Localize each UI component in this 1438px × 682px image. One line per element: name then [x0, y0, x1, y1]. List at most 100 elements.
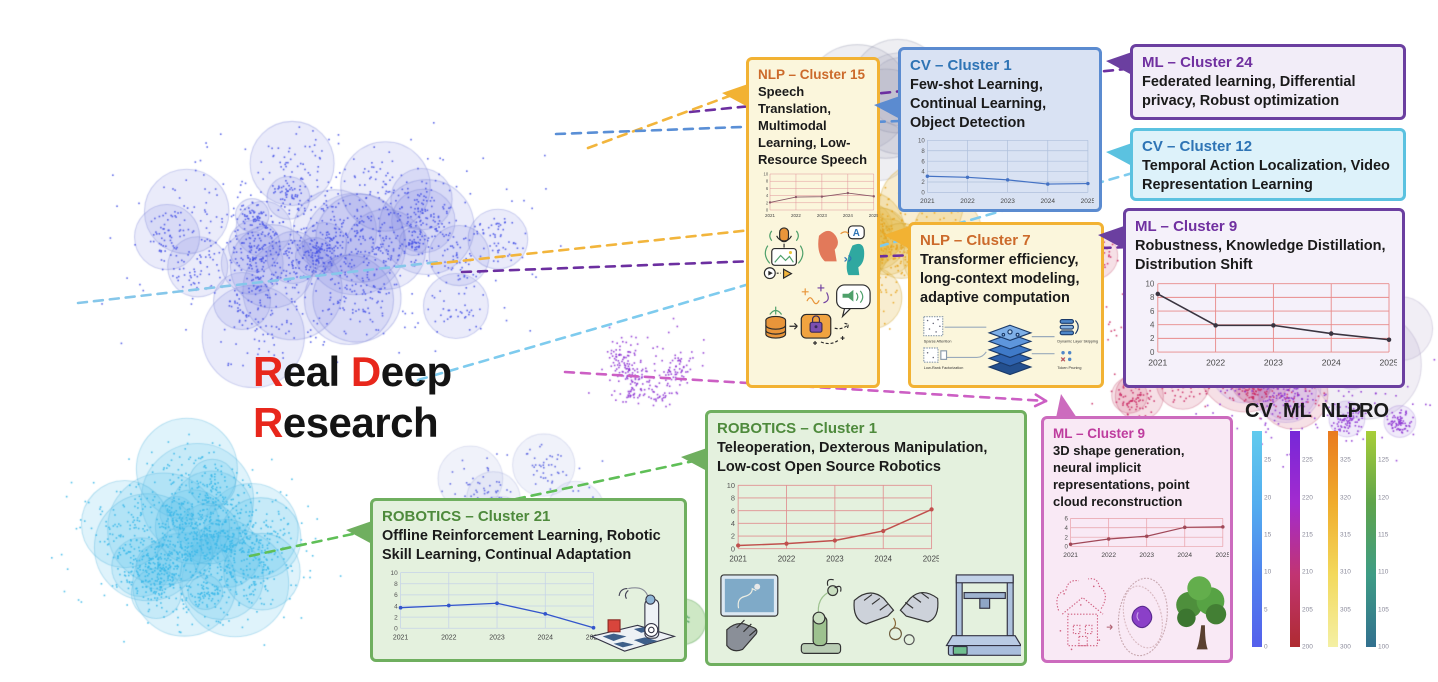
svg-text:8: 8	[766, 179, 769, 184]
legend-tick: 210	[1302, 568, 1313, 576]
callout-tail	[722, 84, 748, 107]
legend: CV 25 20 15 10 5 0 ML 225 220 215 210 205 200 NLP 325 32…	[1245, 400, 1397, 651]
svg-text:2023: 2023	[1000, 198, 1015, 205]
callout-title: NLP – Cluster 7	[920, 232, 1031, 249]
robot-hands-icon	[853, 592, 939, 646]
green-robot-arm-icon	[800, 578, 842, 655]
legend-label: RO	[1359, 400, 1389, 422]
svg-text:2023: 2023	[826, 555, 844, 564]
callout-title: ML – Cluster 9	[1053, 426, 1146, 441]
image-icon	[764, 245, 804, 266]
svg-text:2021: 2021	[393, 635, 409, 642]
callout-tail	[346, 521, 372, 544]
svg-text:2022: 2022	[778, 555, 796, 564]
svg-text:2024: 2024	[1177, 552, 1192, 559]
svg-text:2025: 2025	[1215, 552, 1229, 559]
callout-tail	[884, 226, 910, 249]
svg-text:0: 0	[731, 545, 735, 554]
legend-colorbar	[1252, 431, 1262, 647]
legend-tick: 100	[1378, 643, 1389, 651]
diagram-label: Sparse Attention	[924, 340, 952, 344]
callout-title: CV – Cluster 12	[1142, 138, 1253, 155]
printer-3d-icon	[945, 574, 1021, 656]
diagram-label: Token Pruning	[1057, 366, 1081, 370]
sparkles-icon	[801, 284, 829, 305]
callout-tail	[1098, 226, 1124, 249]
svg-text:10: 10	[918, 139, 925, 145]
legend-tick: 310	[1340, 568, 1351, 576]
pointcloud-specks	[1059, 585, 1101, 651]
svg-text:8: 8	[1150, 293, 1155, 302]
svg-text:8: 8	[731, 494, 735, 503]
legend-tick: 125	[1378, 456, 1389, 464]
svg-text:2021: 2021	[765, 214, 775, 219]
svg-text:2024: 2024	[1041, 198, 1056, 205]
callout-body: Robustness, Knowledge Distillation, Dist…	[1135, 238, 1386, 274]
legend-tick: 20	[1264, 494, 1272, 502]
callout-tail	[1106, 52, 1132, 75]
legend-tick: 5	[1264, 606, 1268, 614]
arrow-icon	[1106, 624, 1113, 630]
svg-text:2025: 2025	[923, 555, 939, 564]
trend-chart: 2021 2022 2023 2024 2025 10 8 6 4 2 0	[918, 139, 1094, 205]
svg-text:2025: 2025	[1380, 358, 1397, 368]
token-pruning-icon	[1060, 351, 1072, 363]
svg-text:10: 10	[764, 172, 769, 177]
svg-text:4: 4	[394, 604, 398, 611]
svg-text:2022: 2022	[441, 635, 457, 642]
svg-text:2025: 2025	[586, 635, 600, 642]
callout-title: ROBOTICS – Cluster 21	[382, 508, 551, 525]
svg-text:2: 2	[731, 532, 735, 541]
svg-text:2021: 2021	[920, 198, 935, 205]
implicit-blob-icon	[1117, 577, 1168, 656]
callout-tail	[681, 448, 707, 471]
legend-tick: 320	[1340, 494, 1351, 502]
svg-text:6: 6	[731, 507, 735, 516]
legend-tick: 300	[1340, 643, 1351, 651]
legend-label: ML	[1283, 400, 1312, 422]
speech-multimodal-illustration: A	[763, 225, 871, 345]
pointcloud-house-icon	[1056, 577, 1106, 647]
legend-colorbar	[1366, 431, 1376, 647]
callout-title: NLP – Cluster 15	[758, 67, 866, 82]
svg-text:2024: 2024	[843, 214, 853, 219]
callout-title: CV – Cluster 1	[910, 57, 1012, 74]
svg-text:6: 6	[921, 160, 925, 166]
svg-text:0: 0	[1150, 348, 1155, 357]
svg-text:2024: 2024	[538, 635, 554, 642]
translate-char: A	[853, 228, 860, 239]
svg-text:10: 10	[391, 570, 399, 577]
callout-body: Few-shot Learning, Continual Learning, O…	[910, 77, 1047, 132]
dashed-arrows-icon	[813, 322, 850, 345]
legend-tick: 25	[1264, 456, 1272, 464]
svg-text:2: 2	[1065, 534, 1069, 541]
callout-title: ML – Cluster 24	[1142, 54, 1253, 71]
speech-audio-icon	[836, 284, 871, 319]
callout-body: Offline Reinforcement Learning, Robotic …	[382, 528, 661, 564]
svg-text:10: 10	[727, 481, 735, 490]
callout-ml-cluster-9-pink: ML – Cluster 9 3D shape generation, neur…	[1041, 416, 1233, 663]
diagram-label: Dynamic Layer Skipping	[1057, 340, 1098, 344]
layer-skipping-icon	[1059, 319, 1079, 336]
callout-tail	[1056, 394, 1077, 418]
svg-text:0: 0	[921, 191, 925, 197]
svg-text:2023: 2023	[817, 214, 827, 219]
svg-text:6: 6	[766, 186, 769, 191]
svg-text:4: 4	[1150, 321, 1155, 330]
svg-text:2023: 2023	[1139, 552, 1154, 559]
callout-title: ROBOTICS – Cluster 1	[717, 420, 878, 437]
callout-body: Federated learning, Differential privacy…	[1142, 74, 1356, 110]
legend-tick: 205	[1302, 606, 1313, 614]
svg-text:2024: 2024	[1322, 358, 1341, 368]
legend-tick: 200	[1302, 643, 1313, 651]
svg-text:2: 2	[1150, 334, 1155, 343]
svg-text:4: 4	[921, 170, 925, 176]
low-rank-icon	[923, 347, 948, 364]
svg-text:2025: 2025	[869, 214, 878, 219]
legend-tick: 305	[1340, 606, 1351, 614]
callout-ml-cluster-9: ML – Cluster 9 Robustness, Knowledge Dis…	[1123, 208, 1405, 388]
callout-ml-cluster-24: ML – Cluster 24 Federated learning, Diff…	[1130, 44, 1406, 120]
callout-body: Teleoperation, Dexterous Manipulation, L…	[717, 440, 988, 476]
white-robot-arm	[618, 587, 660, 639]
